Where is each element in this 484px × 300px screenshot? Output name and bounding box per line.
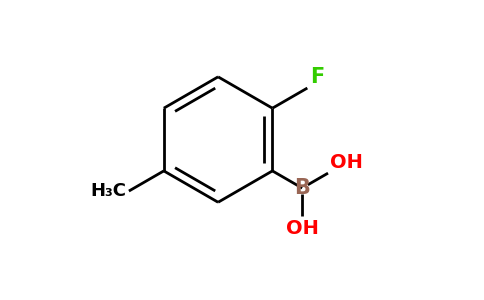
Text: H₃C: H₃C: [91, 182, 126, 200]
Text: OH: OH: [331, 153, 363, 172]
Text: OH: OH: [286, 219, 318, 238]
Text: F: F: [310, 67, 324, 86]
Text: B: B: [294, 178, 310, 198]
